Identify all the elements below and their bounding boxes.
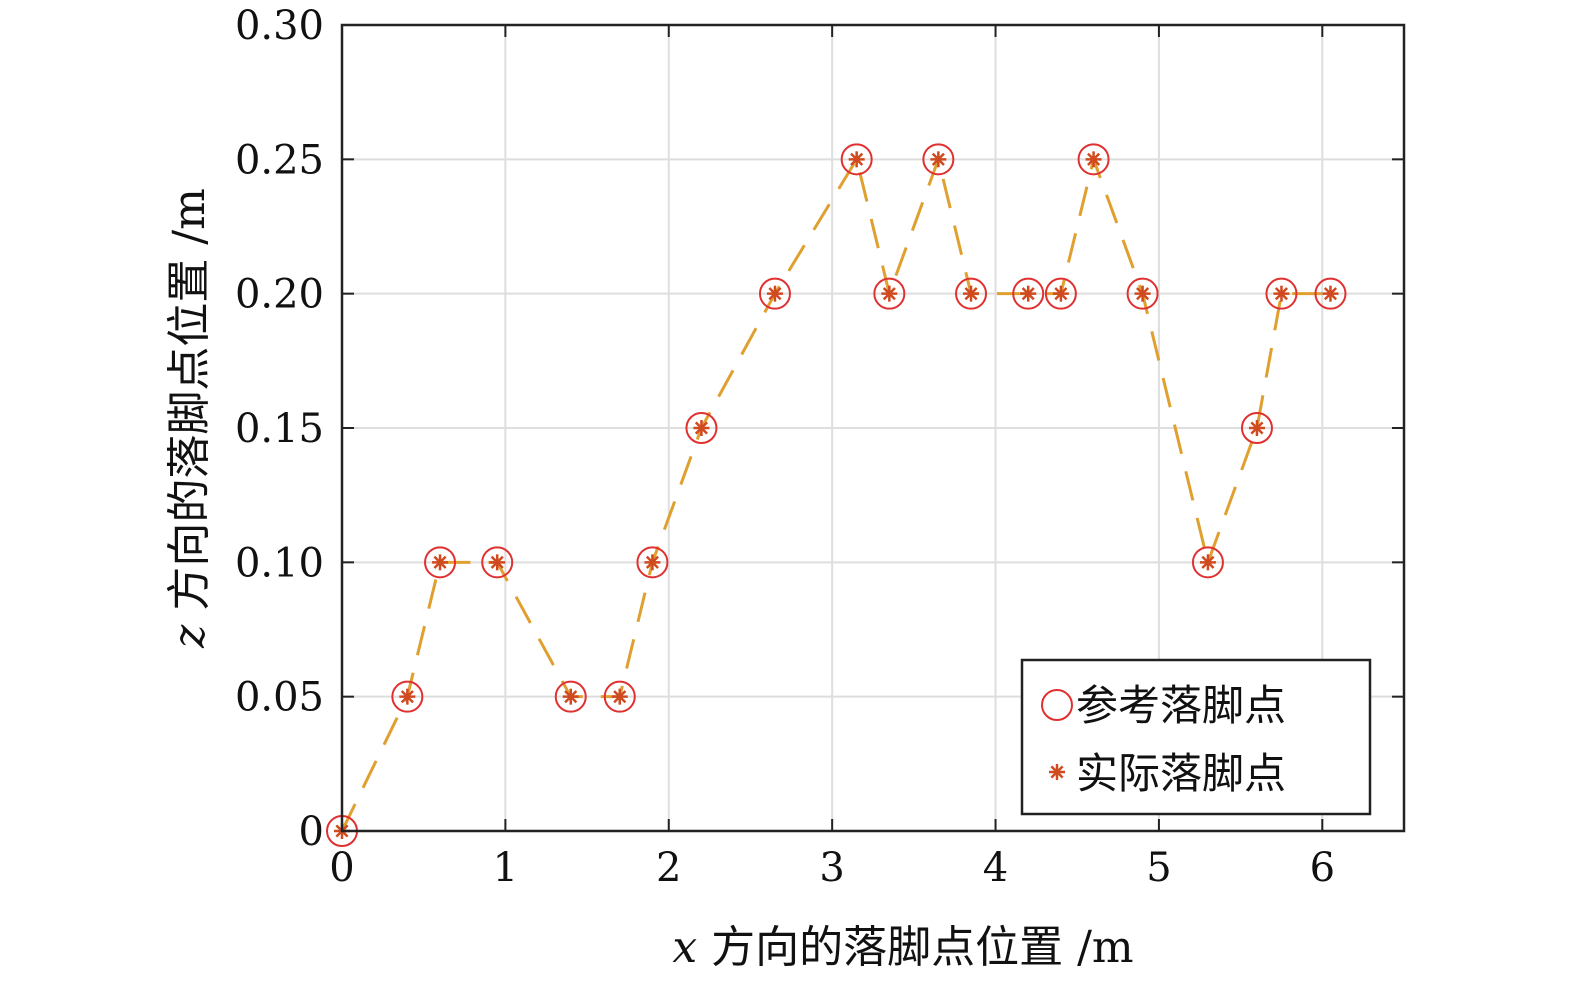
x-tick-label: 0 (329, 845, 354, 891)
y-tick-label: 0 (299, 809, 324, 855)
actual-point-marker (399, 688, 416, 705)
tick-labels: 0 1 2 3 4 5 6 0 0.05 0.10 0.15 0.20 0.25 0.30 (235, 3, 1335, 891)
reference-point-marker (955, 277, 988, 310)
actual-point-marker (881, 285, 898, 302)
actual-point-marker (489, 554, 506, 571)
x-tick-label: 1 (493, 845, 518, 891)
reference-point-marker (685, 412, 718, 444)
reference-point-marker (1191, 546, 1224, 579)
actual-point-marker (1248, 420, 1265, 436)
x-axis-text: 方向的落脚点位置 /m (697, 922, 1134, 973)
reference-point-marker (636, 546, 669, 579)
legend: 参考落脚点 实际落脚点 (1020, 658, 1372, 816)
legend-asterisk-shape (1049, 764, 1065, 780)
reference-point-marker (1044, 277, 1077, 310)
reference-point-marker (603, 680, 636, 713)
x-tick-label: 5 (1146, 845, 1171, 891)
actual-point-marker (611, 688, 628, 705)
reference-point-marker (1126, 277, 1159, 310)
actual-point-marker (930, 151, 947, 168)
legend-label-reference: 参考落脚点 (1076, 681, 1286, 730)
actual-point-marker (1273, 285, 1290, 302)
y-axis-text: 方向的落脚点位置 /m (164, 188, 215, 625)
actual-point-marker (848, 151, 865, 168)
reference-point-marker (758, 277, 791, 310)
x-axis-variable: x (672, 922, 697, 973)
actual-point-marker (1134, 285, 1151, 302)
x-tick-label: 6 (1310, 845, 1335, 891)
actual-point-marker (1052, 285, 1069, 302)
x-tick-label: 3 (819, 845, 844, 891)
y-axis-variable: z (164, 624, 215, 649)
y-tick-label: 0.05 (235, 675, 324, 721)
reference-point-marker (922, 143, 955, 176)
reference-point-marker (1240, 412, 1273, 444)
legend-asterisk-marker (1049, 764, 1065, 780)
x-tick-label: 4 (983, 845, 1008, 891)
y-tick-label: 0.25 (235, 137, 324, 183)
y-tick-label: 0.20 (235, 272, 324, 318)
reference-point-marker (481, 546, 514, 579)
reference-point-marker (873, 277, 906, 310)
legend-box (1020, 658, 1372, 816)
reference-point-marker (1265, 277, 1298, 310)
x-axis-label: x 方向的落脚点位置 /m (672, 922, 1133, 973)
reference-point-marker (1012, 277, 1045, 310)
y-tick-label: 0.10 (235, 540, 324, 586)
reference-point-marker (424, 546, 457, 579)
plot-frame (340, 23, 1406, 833)
markers-group (326, 143, 1347, 847)
legend-circle-marker (1041, 689, 1073, 721)
actual-point-marker (432, 554, 449, 571)
reference-point-marker (840, 143, 873, 176)
y-tick-label: 0.15 (235, 406, 324, 452)
reference-point-marker (1077, 143, 1110, 176)
y-axis-label: z 方向的落脚点位置 /m (164, 188, 215, 649)
legend-label-actual: 实际落脚点 (1076, 749, 1286, 798)
actual-point-marker (1020, 285, 1037, 302)
actual-point-marker (562, 688, 579, 705)
x-tick-label: 2 (656, 845, 681, 891)
actual-point-marker (963, 285, 980, 302)
actual-point-marker (1085, 151, 1102, 168)
actual-point-marker (644, 554, 661, 571)
reference-point-marker (554, 680, 587, 713)
actual-point-marker (693, 420, 710, 436)
actual-point-marker (1322, 285, 1339, 302)
y-tick-label: 0.30 (235, 3, 324, 49)
actual-point-marker (1199, 554, 1216, 571)
actual-point-marker (766, 285, 783, 302)
reference-point-marker (1314, 277, 1347, 310)
reference-point-marker (391, 680, 424, 713)
